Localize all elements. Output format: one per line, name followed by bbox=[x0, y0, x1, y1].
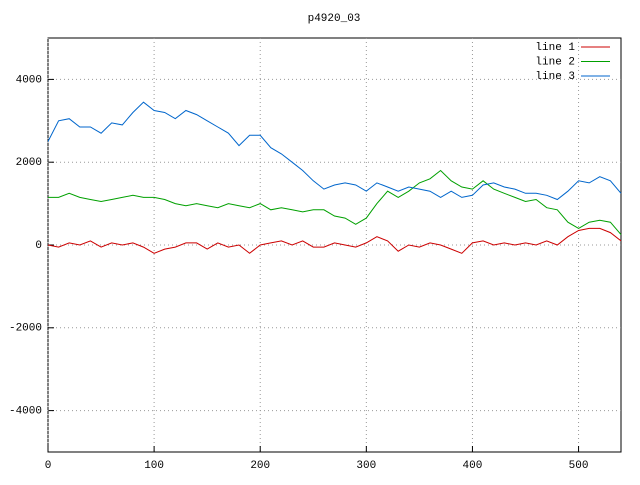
data-line bbox=[47, 227, 622, 254]
y-tick-label: -2000 bbox=[9, 323, 42, 335]
data-line bbox=[47, 101, 622, 201]
x-tick-label: 100 bbox=[144, 460, 164, 472]
y-tick-label: -4000 bbox=[9, 406, 42, 418]
y-tick-label: 2000 bbox=[16, 157, 42, 169]
x-tick-label: 200 bbox=[250, 460, 270, 472]
x-tick-label: 300 bbox=[356, 460, 376, 472]
x-tick-label: 0 bbox=[45, 460, 52, 472]
x-tick-label: 500 bbox=[569, 460, 589, 472]
x-tick-label: 400 bbox=[463, 460, 483, 472]
legend-label: line 2 bbox=[535, 56, 575, 68]
chart-title: p4920_03 bbox=[308, 13, 361, 25]
legend-label: line 3 bbox=[535, 71, 575, 83]
data-line bbox=[48, 169, 622, 235]
y-tick-label: 4000 bbox=[16, 74, 42, 86]
y-tick-label: 0 bbox=[35, 240, 42, 252]
legend-label: line 1 bbox=[535, 42, 575, 54]
